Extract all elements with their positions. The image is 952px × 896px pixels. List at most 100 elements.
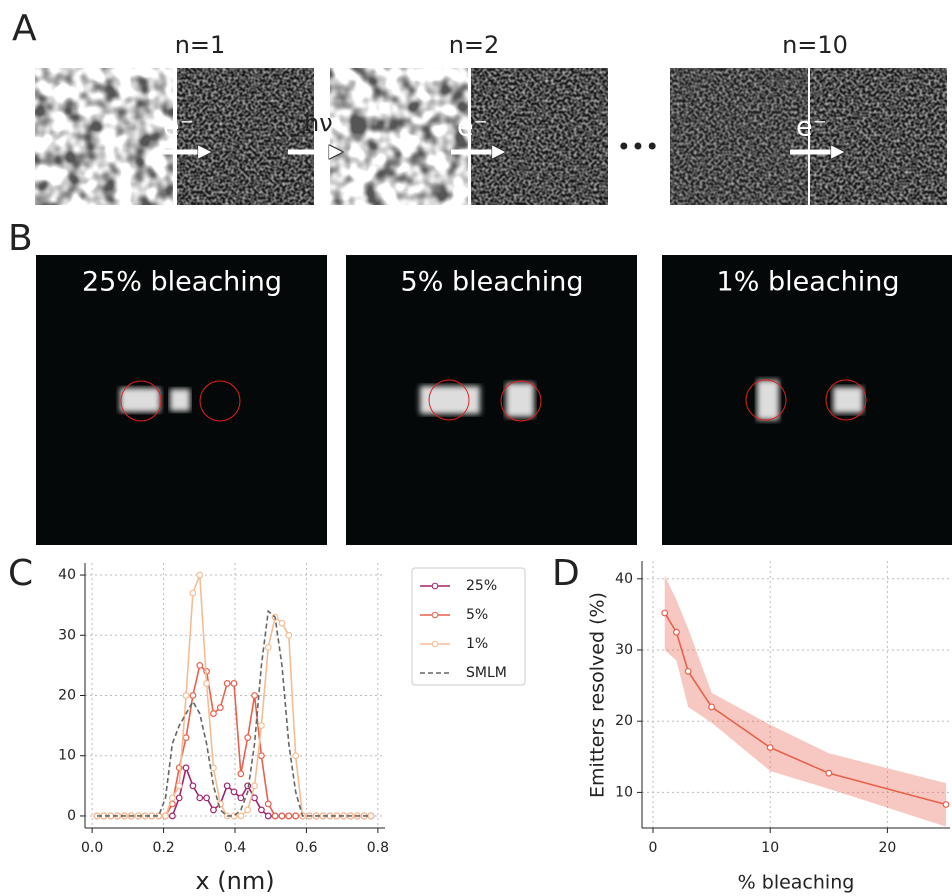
image-after-texture xyxy=(471,68,608,205)
series-line xyxy=(97,574,371,817)
data-point xyxy=(292,752,300,760)
panel-label: B xyxy=(8,218,33,259)
data-point xyxy=(175,794,183,802)
emitter-blob xyxy=(120,388,160,412)
data-point xyxy=(196,571,204,579)
data-point xyxy=(189,782,197,790)
data-point xyxy=(285,812,293,820)
photon-label: hν xyxy=(304,109,333,137)
data-point xyxy=(244,806,252,814)
legend-marker xyxy=(431,582,439,590)
electron-label: e⁻ xyxy=(457,112,488,143)
image-after-texture xyxy=(177,68,314,205)
data-point xyxy=(168,794,176,802)
data-point xyxy=(251,782,258,790)
image-before-texture xyxy=(35,68,173,205)
data-point xyxy=(223,680,231,687)
data-point xyxy=(285,631,293,639)
image-before-texture xyxy=(670,68,808,205)
electron-label: e⁻ xyxy=(796,112,827,143)
data-point xyxy=(210,764,217,772)
legend-label: SMLM xyxy=(466,665,507,681)
data-point xyxy=(244,734,252,742)
y-tick-label: 0 xyxy=(67,808,76,824)
emitter-blob xyxy=(506,383,534,417)
data-point xyxy=(203,794,211,802)
fit-circle xyxy=(120,380,162,422)
y-tick-label: 30 xyxy=(58,627,76,643)
y-tick-label: 40 xyxy=(58,567,76,583)
image-before-texture xyxy=(330,68,468,205)
x-tick-label: 10 xyxy=(761,840,779,856)
electron-label: e⁻ xyxy=(163,112,194,143)
data-point xyxy=(203,680,211,687)
emitter-blob xyxy=(833,387,863,413)
data-point xyxy=(237,794,245,802)
fit-circle xyxy=(825,379,867,421)
y-tick-label: 10 xyxy=(615,784,633,800)
data-point xyxy=(182,734,190,742)
panel-title: n=2 xyxy=(449,31,500,59)
data-point xyxy=(258,722,265,730)
ellipsis: ••• xyxy=(617,133,659,161)
x-tick-label: 0.6 xyxy=(295,840,317,856)
data-point xyxy=(251,692,258,699)
x-tick-label: 0.8 xyxy=(367,840,389,856)
data-point xyxy=(684,667,692,675)
fit-circle xyxy=(428,379,470,421)
data-point xyxy=(216,704,224,711)
data-point xyxy=(766,744,774,751)
panel-title: n=10 xyxy=(782,31,848,59)
panel-label: C xyxy=(8,553,33,594)
x-axis-label: x (nm) xyxy=(195,867,274,895)
data-point xyxy=(278,619,286,627)
legend-marker xyxy=(431,611,439,619)
data-point xyxy=(237,812,245,820)
data-point xyxy=(230,788,238,796)
data-point xyxy=(189,692,197,699)
data-point xyxy=(278,812,286,820)
y-tick-label: 40 xyxy=(615,571,633,587)
data-point xyxy=(223,782,231,790)
data-point xyxy=(189,589,197,597)
x-tick-label: 0.4 xyxy=(224,840,246,856)
data-point xyxy=(708,703,715,711)
micrograph xyxy=(346,255,637,545)
panel-label: D xyxy=(552,553,580,594)
panel-title: n=1 xyxy=(175,31,226,59)
fit-circle xyxy=(500,380,542,422)
fit-circle xyxy=(199,380,241,422)
data-point xyxy=(251,794,258,802)
emitter-blob xyxy=(170,389,190,411)
x-tick-label: 0.2 xyxy=(152,840,174,856)
emitter-blob xyxy=(757,380,779,420)
panel-b: B 25% bleaching 5% bleaching 1% bleaching xyxy=(8,218,952,545)
data-point xyxy=(264,800,272,808)
data-point xyxy=(196,661,204,669)
x-axis-label: % bleaching xyxy=(738,872,855,894)
data-point xyxy=(825,769,833,777)
panel-title: 1% bleaching xyxy=(717,267,900,298)
data-point xyxy=(162,812,169,820)
data-point xyxy=(196,794,204,802)
image-after-texture xyxy=(810,68,947,205)
legend-label: 5% xyxy=(466,607,488,623)
data-point xyxy=(168,812,176,820)
x-tick-label: 0.0 xyxy=(81,840,103,856)
y-axis-label: Emitters resolved (%) xyxy=(587,592,609,798)
data-point xyxy=(182,692,190,699)
confidence-band xyxy=(664,575,946,827)
panel-title: 5% bleaching xyxy=(401,267,584,298)
data-point xyxy=(264,643,272,651)
emitter-blob xyxy=(420,386,480,414)
series-line xyxy=(97,609,371,817)
panel-a: A n=1 n=2 n=10 e⁻ e⁻ e⁻ hν ••• xyxy=(12,8,947,205)
legend-label: 25% xyxy=(466,578,497,594)
data-point xyxy=(182,764,190,772)
legend-label: 1% xyxy=(466,636,488,652)
fit-circle xyxy=(745,379,787,421)
data-point xyxy=(258,806,265,814)
micrograph xyxy=(662,255,952,545)
data-point xyxy=(210,710,217,717)
